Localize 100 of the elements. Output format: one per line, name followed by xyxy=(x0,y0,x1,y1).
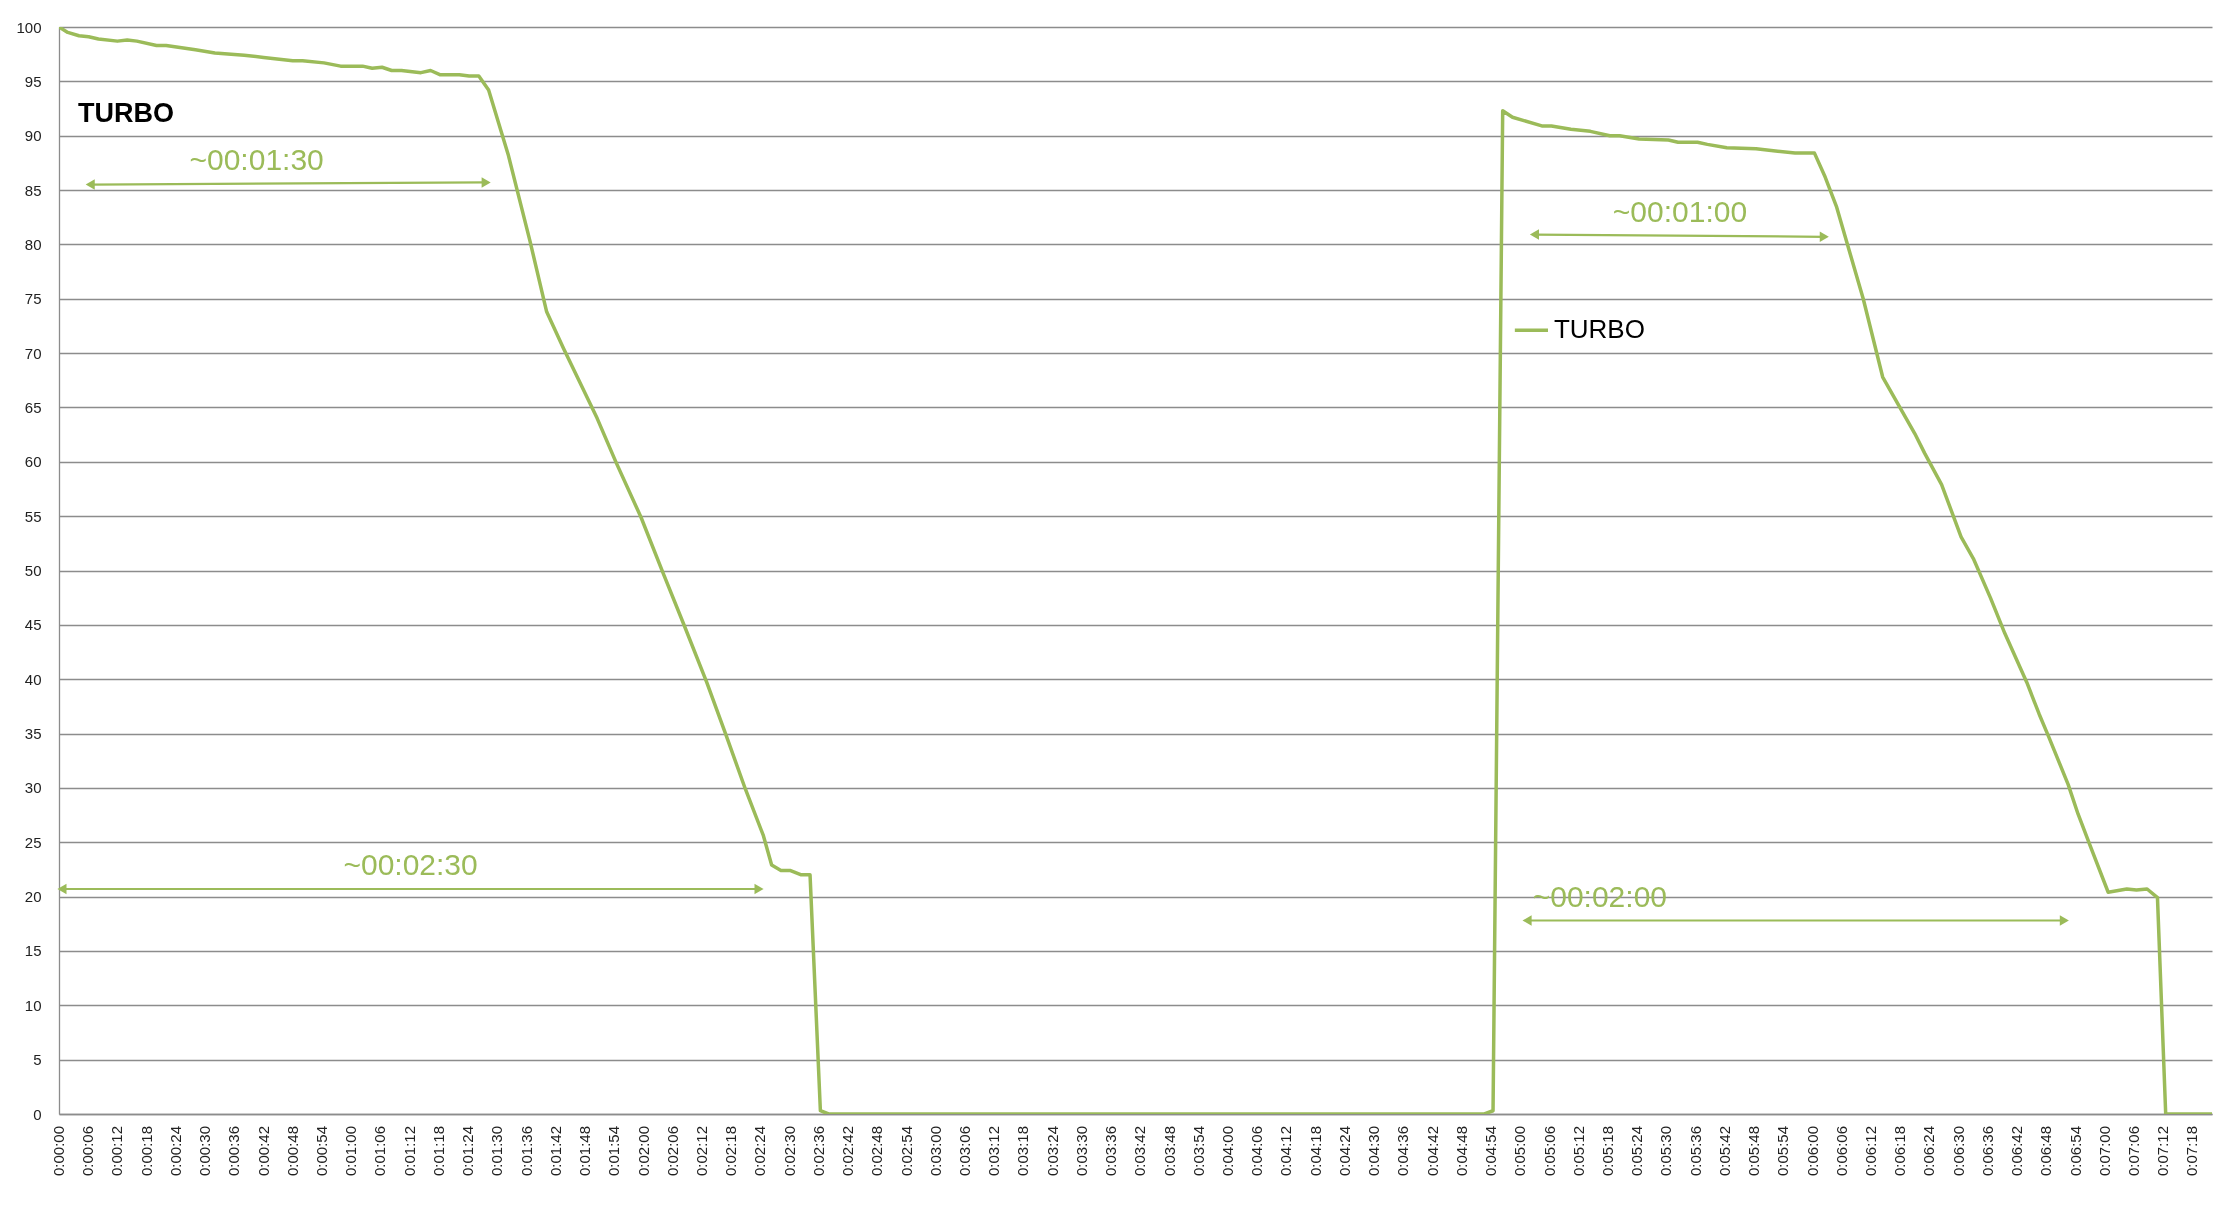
x-tick-label: 0:02:12 xyxy=(692,1126,710,1177)
x-tick-label: 0:00:36 xyxy=(225,1126,243,1177)
x-tick-label: 0:04:36 xyxy=(1394,1126,1412,1177)
x-tick-label: 0:03:18 xyxy=(1014,1126,1032,1177)
x-tick-label: 0:03:00 xyxy=(926,1126,944,1177)
x-tick-label: 0:00:24 xyxy=(166,1126,184,1177)
x-tick-label: 0:00:42 xyxy=(254,1126,272,1177)
x-tick-label: 0:05:06 xyxy=(1540,1126,1558,1177)
x-tick-label: 0:06:42 xyxy=(2008,1126,2026,1177)
x-tick-label: 0:04:30 xyxy=(1365,1126,1383,1177)
x-tick-label: 0:00:12 xyxy=(108,1126,126,1177)
x-tick-label: 0:04:24 xyxy=(1335,1126,1353,1177)
x-tick-label: 0:04:12 xyxy=(1277,1126,1295,1177)
x-tick-label: 0:07:12 xyxy=(2154,1126,2172,1177)
x-tick-label: 0:02:06 xyxy=(663,1126,681,1177)
y-tick-label: 90 xyxy=(24,127,42,145)
x-tick-label: 0:00:30 xyxy=(196,1126,214,1177)
x-tick-label: 0:05:00 xyxy=(1511,1126,1529,1177)
y-tick-label: 55 xyxy=(24,507,42,525)
x-tick-label: 0:04:00 xyxy=(1219,1126,1237,1177)
x-tick-label: 0:05:30 xyxy=(1657,1126,1675,1177)
x-tick-label: 0:05:48 xyxy=(1745,1126,1763,1177)
x-tick-label: 0:06:30 xyxy=(1949,1126,1967,1177)
x-tick-label: 0:01:24 xyxy=(459,1126,477,1177)
annotation: ~00:02:30 xyxy=(343,847,478,881)
x-tick-label: 0:06:06 xyxy=(1832,1126,1850,1177)
x-tick-label: 0:00:54 xyxy=(313,1126,331,1177)
x-tick-label: 0:05:36 xyxy=(1686,1126,1704,1177)
x-tick-label: 0:07:06 xyxy=(2125,1126,2143,1177)
y-tick-label: 85 xyxy=(24,181,42,199)
x-tick-label: 0:04:18 xyxy=(1306,1126,1324,1177)
x-tick-label: 0:06:54 xyxy=(2066,1126,2084,1177)
x-tick-label: 0:05:54 xyxy=(1774,1126,1792,1177)
x-tick-label: 0:03:30 xyxy=(1072,1126,1090,1177)
x-tick-label: 0:03:06 xyxy=(956,1126,973,1177)
y-tick-label: 75 xyxy=(24,290,42,308)
y-tick-label: 40 xyxy=(24,670,42,688)
y-tick-label: 70 xyxy=(24,344,42,362)
x-tick-label: 0:01:00 xyxy=(342,1126,360,1177)
line-series xyxy=(59,27,2212,1114)
x-tick-label: 0:02:54 xyxy=(897,1126,915,1177)
x-tick-label: 0:06:48 xyxy=(2037,1126,2055,1177)
x-tick-label: 0:03:24 xyxy=(1043,1126,1061,1177)
annotation: ~00:01:30 xyxy=(189,142,324,176)
y-tick-label: 100 xyxy=(16,18,42,36)
x-tick-label: 0:02:42 xyxy=(839,1126,857,1177)
text: TURBO xyxy=(78,98,174,128)
x-tick-label: 0:04:42 xyxy=(1423,1126,1441,1177)
annotation: ~00:01:00 xyxy=(1612,194,1748,228)
x-tick-label: 0:03:54 xyxy=(1189,1126,1207,1177)
x-tick-label: 0:00:48 xyxy=(283,1126,301,1177)
y-tick-label: 45 xyxy=(24,616,42,634)
x-tick-label: 0:06:36 xyxy=(1978,1126,1996,1177)
x-tick-label: 0:03:48 xyxy=(1160,1126,1178,1177)
x-tick-label: 0:00:06 xyxy=(79,1126,97,1177)
x-tick-label: 0:01:36 xyxy=(517,1126,535,1177)
x-tick-label: 0:05:12 xyxy=(1569,1126,1587,1177)
x-tick-label: 0:06:12 xyxy=(1861,1126,1879,1177)
x-tick-label: 0:01:30 xyxy=(488,1126,506,1177)
legend-label: TURBO xyxy=(1553,314,1645,345)
x-tick-label: 0:01:12 xyxy=(400,1126,418,1177)
y-tick-label: 25 xyxy=(24,833,42,851)
x-tick-label: 0:01:42 xyxy=(546,1126,564,1177)
y-tick-label: 5 xyxy=(33,1051,42,1069)
y-tick-label: 15 xyxy=(24,942,42,960)
y-tick-label: 60 xyxy=(24,453,42,471)
x-tick-label: 0:07:18 xyxy=(2183,1126,2201,1177)
x-tick-label: 0:04:54 xyxy=(1482,1126,1500,1177)
y-tick-label: 95 xyxy=(24,72,42,90)
y-tick-label: 35 xyxy=(24,725,42,743)
y-tick-label: 80 xyxy=(24,235,42,253)
x-tick-label: 0:06:00 xyxy=(1803,1126,1821,1177)
x-tick-label: 0:05:18 xyxy=(1598,1126,1616,1177)
x-tick-label: 0:02:36 xyxy=(809,1126,827,1177)
x-tick-label: 0:01:48 xyxy=(576,1126,594,1177)
y-tick-label: 65 xyxy=(24,398,42,416)
x-tick-label: 0:07:00 xyxy=(2095,1126,2113,1177)
x-tick-label: 0:01:54 xyxy=(605,1126,623,1177)
y-tick-label: 10 xyxy=(24,996,42,1014)
x-tick-label: 0:01:06 xyxy=(371,1126,389,1177)
x-tick-label: 0:00:00 xyxy=(50,1126,67,1177)
x-tick-label: 0:02:18 xyxy=(722,1126,740,1177)
x-tick-label: 0:04:48 xyxy=(1452,1126,1470,1177)
x-tick-label: 0:05:42 xyxy=(1715,1126,1733,1177)
y-tick-label: 50 xyxy=(24,562,42,579)
x-tick-label: 0:02:24 xyxy=(751,1126,769,1177)
x-tick-label: 0:03:42 xyxy=(1131,1126,1149,1177)
x-tick-label: 0:03:12 xyxy=(985,1126,1003,1177)
x-tick-label: 0:02:00 xyxy=(634,1126,652,1177)
y-tick-label: 0 xyxy=(33,1105,42,1123)
x-tick-label: 0:03:36 xyxy=(1102,1126,1120,1177)
x-tick-label: 0:04:06 xyxy=(1248,1126,1266,1177)
x-tick-label: 0:02:48 xyxy=(868,1126,886,1177)
x-tick-label: 0:06:18 xyxy=(1891,1126,1909,1177)
y-tick-label: 20 xyxy=(24,888,42,906)
y-tick-label: 30 xyxy=(24,779,42,797)
x-tick-label: 0:05:24 xyxy=(1628,1126,1646,1177)
x-tick-label: 0:06:24 xyxy=(1920,1126,1938,1177)
x-tick-label: 0:02:30 xyxy=(780,1126,798,1177)
x-tick-label: 0:01:18 xyxy=(429,1126,447,1177)
